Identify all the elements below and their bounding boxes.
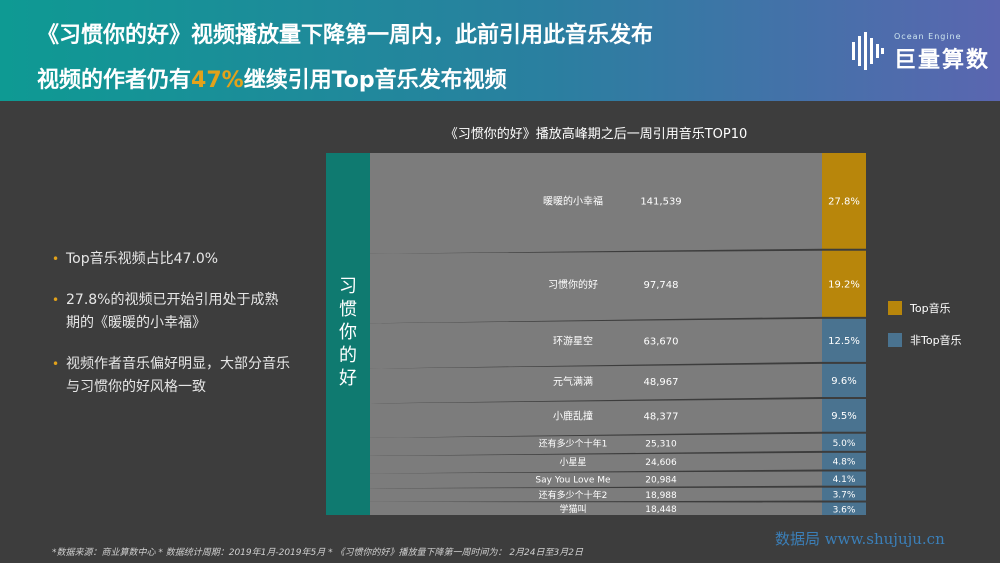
sankey-flow-band: [370, 153, 822, 254]
sankey-share-label: 4.8%: [833, 458, 856, 468]
page-title-line1: 《习惯你的好》视频播放量下降第一周内，此前引用此音乐发布: [37, 23, 654, 48]
bullet-dot-icon: •: [52, 252, 60, 266]
sankey-item-count: 24,606: [645, 458, 677, 468]
sankey-item-count: 25,310: [645, 439, 677, 449]
header-banner: 《习惯你的好》视频播放量下降第一周内，此前引用此音乐发布 视频的作者仍有47%继…: [0, 0, 1000, 101]
sankey-item-count: 141,539: [640, 197, 681, 208]
insight-bullet: • 27.8%的视频已开始引用处于成熟期的《暖暖的小幸福》: [52, 289, 292, 335]
sankey-target-node: [822, 452, 866, 470]
footer-note: *数据来源：商业算数中心 * 数据统计周期：2019年1月-2019年5月 * …: [52, 548, 583, 558]
sankey-flow-band: [370, 452, 822, 474]
legend-label: 非Top音乐: [910, 333, 962, 347]
sankey-target-node: [822, 399, 866, 432]
legend-swatch: [888, 333, 902, 347]
sankey-target-node: [822, 318, 866, 362]
title-highlight-percent: 47%: [191, 68, 244, 93]
sankey-item-count: 48,377: [644, 412, 679, 423]
page-title-line2: 视频的作者仍有47%继续引用Top音乐发布视频: [37, 62, 507, 94]
chart-title: 《习惯你的好》播放高峰期之后一周引用音乐TOP10: [445, 126, 748, 142]
sankey-item-name: 习惯你的好: [548, 278, 598, 291]
sankey-flow-band: [370, 487, 822, 502]
sankey-target-node: [822, 433, 866, 451]
insight-bullet: • Top音乐视频占比47.0%: [52, 248, 292, 271]
sankey-source-label-char: 的: [339, 345, 357, 366]
insight-bullet: • 视频作者音乐偏好明显，大部分音乐与习惯你的好风格一致: [52, 353, 292, 399]
insight-bullet-text: Top音乐视频占比47.0%: [66, 251, 219, 267]
bullet-dot-icon: •: [52, 293, 60, 307]
sankey-item-name: 小星星: [559, 457, 586, 468]
sankey-share-label: 9.6%: [831, 376, 856, 387]
bullet-dot-icon: •: [52, 357, 60, 371]
sankey-item-name: 元气满满: [553, 375, 593, 388]
sankey-flow-band: [370, 318, 822, 369]
sankey-item-count: 63,670: [644, 337, 679, 348]
brand-logo-icon: [852, 32, 884, 70]
sankey-share-label: 3.7%: [833, 491, 856, 501]
sankey-share-label: 12.5%: [828, 336, 860, 347]
brand-logo: Ocean Engine 巨量算数: [850, 30, 991, 73]
sankey-share-label: 27.8%: [828, 196, 860, 207]
sankey-target-node: [822, 250, 866, 317]
sankey-item-name: 学猫叫: [559, 503, 586, 515]
sankey-item-count: 97,748: [644, 280, 679, 291]
sankey-target-node: [822, 487, 866, 501]
sankey-share-label: 5.0%: [833, 439, 856, 449]
sankey-target-node: [822, 502, 866, 515]
sankey-item-count: 18,988: [645, 491, 677, 501]
brand-logo-sub: Ocean Engine: [894, 32, 962, 41]
sankey-target-node: [822, 471, 866, 486]
brand-logo-name: 巨量算数: [894, 48, 991, 73]
sankey-source-label-char: 好: [339, 368, 357, 389]
sankey-item-name: 小鹿乱撞: [553, 410, 593, 423]
sankey-flow-band: [370, 250, 822, 324]
sankey-source-label-char: 你: [339, 322, 357, 343]
insight-bullets: • Top音乐视频占比47.0% • 27.8%的视频已开始引用处于成熟期的《暖暖的…: [52, 248, 292, 417]
sankey-share-label: 9.5%: [831, 411, 856, 422]
sankey-item-count: 18,448: [645, 505, 677, 515]
sankey-item-name: Say You Love Me: [535, 475, 611, 485]
sankey-item-name: 环游星空: [553, 335, 593, 348]
sankey-flow-band: [370, 471, 822, 489]
sankey-flow-band: [370, 433, 822, 456]
sankey-source-label-char: 习: [339, 276, 357, 297]
insight-bullet-text: 视频作者音乐偏好明显，大部分音乐与习惯你的好风格一致: [66, 356, 290, 395]
sankey-item-name: 还有多少个十年2: [539, 489, 608, 501]
sankey-source-label-char: 惯: [339, 299, 357, 320]
sankey-share-label: 4.1%: [833, 475, 856, 485]
sankey-share-label: 3.6%: [833, 505, 856, 515]
sankey-item-count: 48,967: [644, 377, 679, 388]
sankey-flow-band: [370, 363, 822, 404]
title-line2-before: 视频的作者仍有: [37, 68, 192, 93]
sankey-target-node: [822, 153, 866, 249]
sankey-flow-band: [370, 399, 822, 438]
legend-swatch: [888, 301, 902, 315]
sankey-share-label: 19.2%: [828, 279, 860, 290]
sankey-item-name: 还有多少个十年1: [539, 437, 608, 449]
sankey-target-node: [822, 363, 866, 398]
insight-bullet-text: 27.8%的视频已开始引用处于成熟期的《暖暖的小幸福》: [66, 292, 279, 331]
sankey-flow-band: [370, 501, 822, 515]
sankey-source-node: [326, 153, 370, 515]
sankey-item-count: 20,984: [645, 475, 677, 485]
title-line2-after: 继续引用Top音乐发布视频: [243, 68, 507, 93]
watermark: 数据局 www.shujuju.cn: [775, 530, 945, 548]
legend-label: Top音乐: [909, 301, 951, 315]
sankey-item-name: 暖暖的小幸福: [543, 195, 603, 208]
